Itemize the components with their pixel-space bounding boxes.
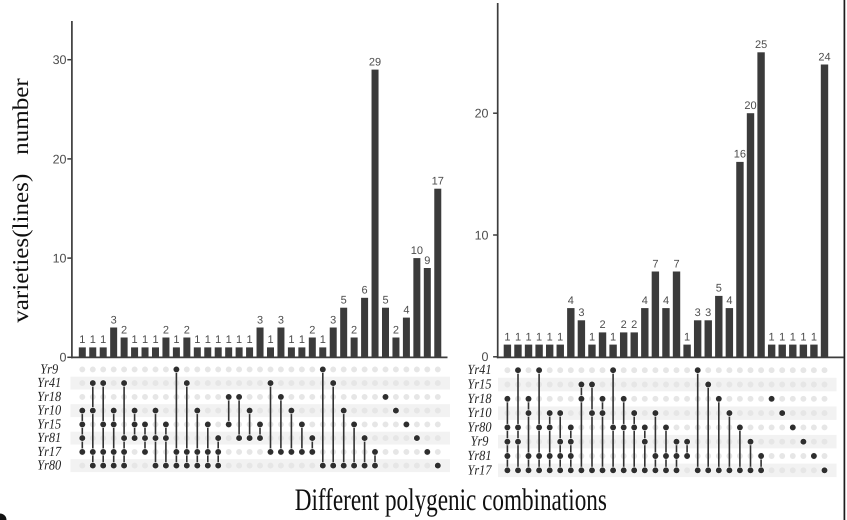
svg-text:1: 1 (790, 331, 796, 343)
svg-text:varieties(lines) number: varieties(lines) number (9, 78, 33, 323)
svg-text:Yr41: Yr41 (468, 363, 492, 378)
svg-text:1: 1 (288, 334, 294, 346)
svg-text:1: 1 (226, 334, 232, 346)
svg-text:1: 1 (142, 334, 148, 346)
svg-text:1: 1 (90, 334, 96, 346)
svg-text:1: 1 (320, 334, 326, 346)
svg-text:3: 3 (578, 307, 584, 319)
svg-text:Yr41: Yr41 (37, 376, 61, 391)
svg-text:Yr9: Yr9 (40, 362, 58, 377)
svg-text:2: 2 (121, 324, 127, 336)
svg-text:1: 1 (236, 334, 242, 346)
svg-text:4: 4 (663, 295, 669, 307)
svg-text:1: 1 (132, 334, 138, 346)
svg-text:0: 0 (482, 350, 489, 364)
svg-text:1: 1 (811, 331, 817, 343)
svg-text:1: 1 (557, 331, 563, 343)
svg-text:6: 6 (362, 285, 368, 297)
svg-text:1: 1 (79, 334, 85, 346)
svg-text:7: 7 (652, 258, 658, 270)
svg-text:29: 29 (369, 56, 381, 68)
svg-text:3: 3 (278, 314, 284, 326)
svg-text:16: 16 (734, 149, 746, 161)
svg-text:Yr10: Yr10 (37, 404, 61, 419)
svg-text:4: 4 (568, 295, 574, 307)
svg-text:2: 2 (351, 324, 357, 336)
svg-text:1: 1 (800, 331, 806, 343)
svg-text:17: 17 (432, 176, 444, 188)
svg-text:30: 30 (53, 53, 67, 67)
svg-text:1: 1 (504, 331, 510, 343)
svg-text:Yr17: Yr17 (37, 445, 62, 460)
svg-text:10: 10 (53, 252, 67, 266)
svg-text:1: 1 (267, 334, 273, 346)
svg-text:1: 1 (684, 331, 690, 343)
svg-text:2: 2 (631, 319, 637, 331)
svg-text:Yr15: Yr15 (468, 378, 492, 393)
svg-text:1: 1 (769, 331, 775, 343)
svg-text:20: 20 (475, 107, 489, 121)
svg-text:0: 0 (60, 351, 67, 365)
svg-text:1: 1 (525, 331, 531, 343)
svg-text:Yr9: Yr9 (471, 435, 489, 450)
svg-text:5: 5 (382, 295, 388, 307)
svg-text:3: 3 (330, 314, 336, 326)
svg-text:5: 5 (341, 295, 347, 307)
svg-text:3: 3 (111, 314, 117, 326)
svg-text:1: 1 (589, 331, 595, 343)
svg-text:25: 25 (755, 39, 767, 51)
svg-text:Yr17: Yr17 (468, 463, 493, 478)
svg-text:1: 1 (194, 334, 200, 346)
svg-text:1: 1 (152, 334, 158, 346)
svg-text:9: 9 (424, 255, 430, 267)
svg-text:7: 7 (673, 258, 679, 270)
svg-text:1: 1 (299, 334, 305, 346)
svg-text:20: 20 (53, 152, 67, 166)
svg-text:3: 3 (705, 307, 711, 319)
svg-text:4: 4 (403, 304, 409, 316)
svg-text:1: 1 (215, 334, 221, 346)
svg-text:10: 10 (411, 245, 423, 257)
svg-text:5: 5 (716, 283, 722, 295)
svg-text:Yr80: Yr80 (37, 459, 61, 474)
svg-text:20: 20 (744, 100, 756, 112)
svg-text:1: 1 (610, 331, 616, 343)
svg-text:Yr18: Yr18 (468, 392, 492, 407)
svg-text:Yr15: Yr15 (37, 417, 61, 432)
svg-text:Yr18: Yr18 (37, 390, 61, 405)
svg-text:2: 2 (393, 324, 399, 336)
svg-text:3: 3 (257, 314, 263, 326)
svg-text:1: 1 (247, 334, 253, 346)
svg-text:24: 24 (818, 51, 830, 63)
svg-text:1: 1 (515, 331, 521, 343)
svg-text:Yr80: Yr80 (468, 420, 492, 435)
svg-text:10: 10 (475, 228, 489, 242)
svg-text:1: 1 (173, 334, 179, 346)
svg-text:2: 2 (309, 324, 315, 336)
svg-text:1: 1 (547, 331, 553, 343)
svg-text:1: 1 (100, 334, 106, 346)
svg-text:4: 4 (726, 295, 732, 307)
svg-text:Yr81: Yr81 (37, 431, 61, 446)
svg-text:2: 2 (621, 319, 627, 331)
svg-text:1: 1 (536, 331, 542, 343)
svg-text:1: 1 (779, 331, 785, 343)
svg-text:Yr10: Yr10 (468, 406, 492, 421)
svg-text:2: 2 (599, 319, 605, 331)
svg-text:2: 2 (163, 324, 169, 336)
svg-text:Yr81: Yr81 (468, 449, 492, 464)
svg-text:1: 1 (205, 334, 211, 346)
svg-text:2: 2 (184, 324, 190, 336)
svg-text:Different polygenic combinatio: Different polygenic combinations (295, 482, 607, 517)
svg-text:4: 4 (642, 295, 648, 307)
svg-text:3: 3 (695, 307, 701, 319)
